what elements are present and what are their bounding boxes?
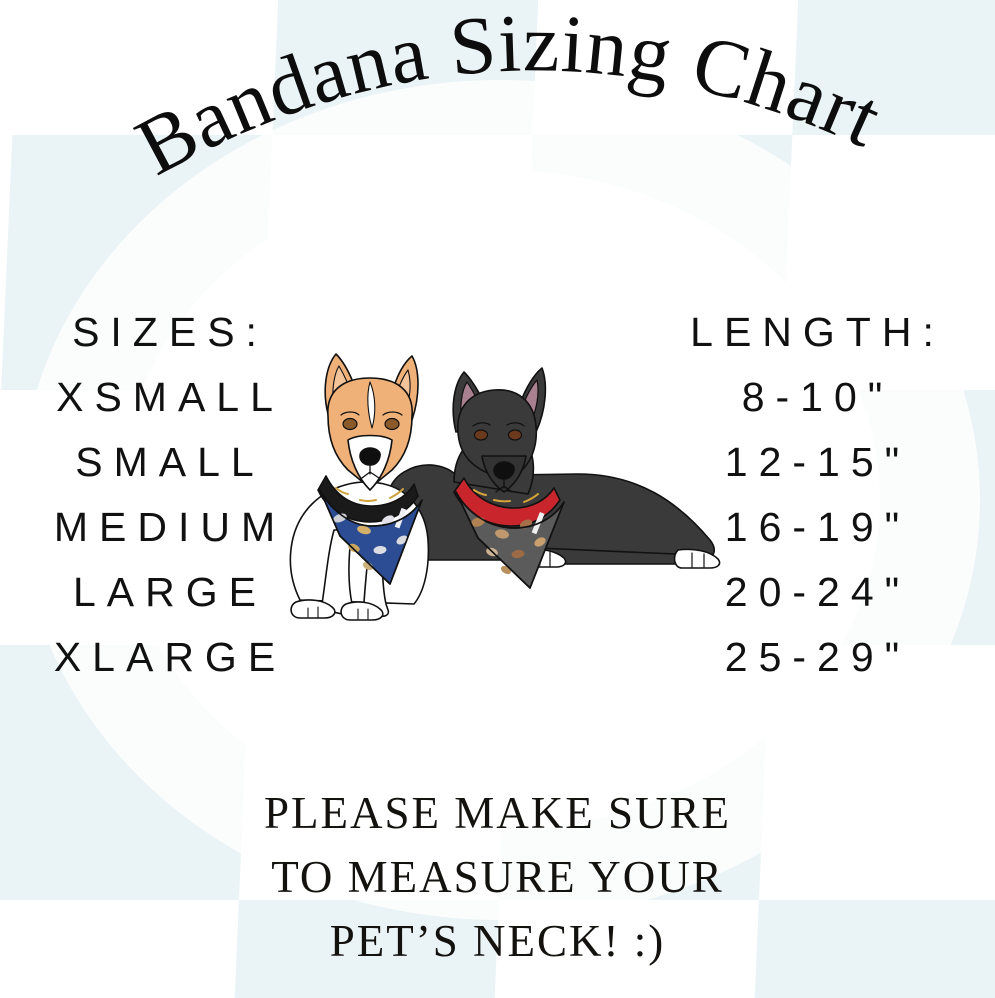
page-title: Bandana Sizing Chart [0,0,995,240]
length-value-large: 20-24" [724,569,911,615]
size-label-medium: MEDIUM [53,504,287,550]
measure-note-line-3: PET’S NECK! :) [329,915,666,966]
corgi-dog [289,353,430,621]
length-column: LENGTH: 8-10" 12-15" 16-19" 20-24" 25-29… [640,312,995,678]
sizes-header: SIZES: [72,309,268,355]
length-header: LENGTH: [690,309,945,355]
shepherd-dog [386,367,721,589]
size-label-small: SMALL [75,439,265,485]
measure-note-line-2: TO MEASURE YOUR [271,851,724,902]
measure-note: PLEASE MAKE SURE TO MEASURE YOUR PET’S N… [0,782,995,974]
size-label-xlarge: XLARGE [53,634,287,680]
length-value-medium: 16-19" [724,504,911,550]
length-value-small: 12-15" [724,439,911,485]
dogs-illustration [278,352,738,652]
length-value-xlarge: 25-29" [724,634,911,680]
size-label-large: LARGE [73,569,267,615]
sizes-column: SIZES: XSMALL SMALL MEDIUM LARGE XLARGE [0,312,340,678]
measure-note-line-1: PLEASE MAKE SURE [263,788,732,838]
page-title-text: Bandana Sizing Chart [122,0,895,192]
size-label-xsmall: XSMALL [56,374,284,420]
length-value-xsmall: 8-10" [741,374,894,420]
